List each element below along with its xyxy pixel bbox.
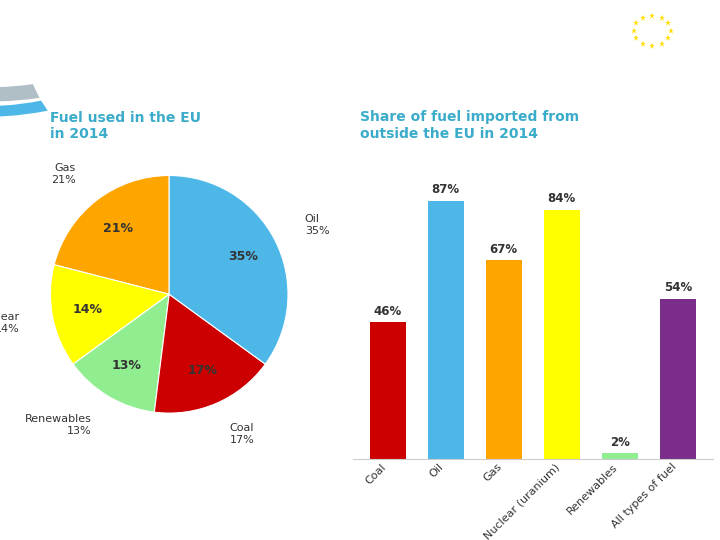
Wedge shape [169, 176, 288, 364]
Text: 87%: 87% [432, 183, 460, 196]
Text: 46%: 46% [374, 305, 402, 318]
Wedge shape [73, 294, 169, 412]
Wedge shape [0, 71, 40, 102]
Wedge shape [154, 294, 265, 413]
Text: 17%: 17% [187, 364, 217, 377]
Text: Oil
35%: Oil 35% [305, 214, 329, 237]
Text: 67%: 67% [490, 242, 518, 255]
Bar [602, 453, 638, 459]
Bar [486, 260, 522, 459]
Bar [369, 322, 405, 459]
Text: Energy sources in a changing world: Energy sources in a changing world [18, 18, 378, 36]
Text: in 2014: in 2014 [50, 127, 109, 141]
Wedge shape [54, 176, 169, 294]
Text: 54%: 54% [664, 281, 692, 294]
Text: Coal
17%: Coal 17% [230, 423, 254, 445]
Text: Share of fuel imported from: Share of fuel imported from [360, 111, 579, 125]
Text: 2%: 2% [610, 436, 630, 449]
Wedge shape [50, 265, 169, 364]
Bar [428, 200, 464, 459]
Text: outside the EU in 2014: outside the EU in 2014 [360, 127, 538, 141]
Text: 14%: 14% [73, 303, 102, 316]
Bar [660, 299, 696, 459]
Text: Renewables
13%: Renewables 13% [25, 414, 91, 436]
Text: Fuel used in the EU: Fuel used in the EU [50, 111, 202, 125]
Text: Nuclear
14%: Nuclear 14% [0, 312, 20, 334]
Text: Gas
21%: Gas 21% [51, 163, 76, 185]
Wedge shape [0, 92, 48, 117]
Bar [544, 210, 580, 459]
Text: 21%: 21% [103, 222, 133, 235]
Text: 35%: 35% [228, 250, 258, 263]
Text: 13%: 13% [112, 360, 142, 373]
Text: 84%: 84% [548, 192, 576, 205]
